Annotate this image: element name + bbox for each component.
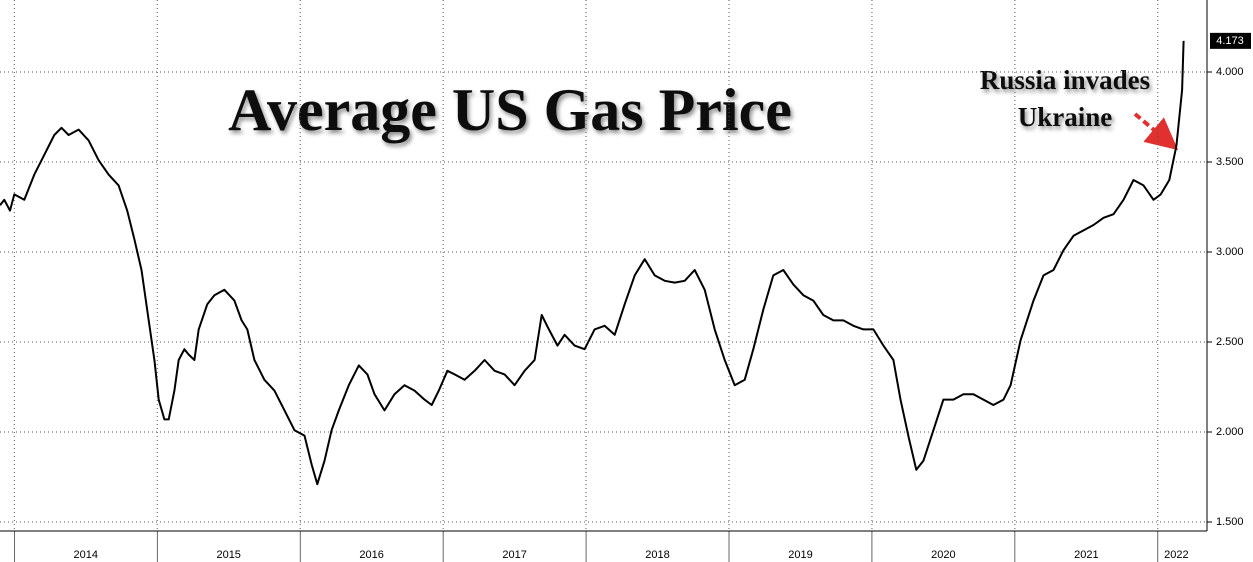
y-tick-label: 1.500: [1216, 516, 1244, 528]
last-value-box: [1210, 32, 1251, 49]
x-tick-label: 2020: [931, 549, 955, 561]
x-tick-label: 2019: [788, 549, 812, 561]
x-tick-label: 2021: [1074, 549, 1098, 561]
x-tick-label: 2016: [359, 549, 383, 561]
annotation: Ukraine: [1018, 102, 1113, 132]
annotation-arrow: [1133, 112, 1179, 151]
y-tick-label: 3.500: [1216, 156, 1244, 168]
chart-title: Average US Gas Price: [228, 77, 792, 143]
y-tick-label: 3.000: [1216, 246, 1244, 258]
y-tick-label: 2.500: [1216, 336, 1244, 348]
x-tick-label: 2018: [645, 549, 669, 561]
y-tick-label: 4.000: [1216, 66, 1244, 78]
y-tick-label: 2.000: [1216, 426, 1244, 438]
price-line: [0, 40, 1185, 486]
last-value-label: 4.173: [1216, 35, 1244, 47]
x-tick-label: 2022: [1164, 549, 1188, 561]
x-tick-label: 2014: [74, 549, 98, 561]
x-tick-label: 2017: [502, 549, 526, 561]
annotation: Russia invades: [980, 65, 1150, 95]
x-tick-label: 2015: [216, 549, 240, 561]
